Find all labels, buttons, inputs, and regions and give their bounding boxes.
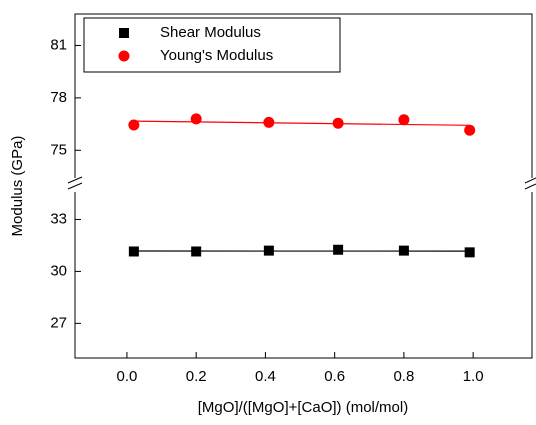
data-point (264, 246, 274, 256)
legend-marker (119, 28, 129, 38)
x-tick-label: 1.0 (463, 368, 484, 385)
data-point (333, 118, 344, 129)
y-tick-label: 33 (50, 210, 67, 227)
data-point (398, 114, 409, 125)
y-axis-label: Modulus (GPa) (9, 136, 26, 237)
x-tick-label: 0.6 (324, 368, 345, 385)
data-point (191, 246, 201, 256)
y-tick-label: 78 (50, 89, 67, 106)
data-point (333, 245, 343, 255)
data-point (465, 247, 475, 257)
y-tick-label: 30 (50, 262, 67, 279)
data-point (128, 119, 139, 130)
data-point (129, 246, 139, 256)
legend-label: Shear Modulus (160, 24, 261, 41)
fit-line (134, 121, 470, 125)
legend-label: Young's Modulus (160, 47, 273, 64)
x-axis-label: [MgO]/([MgO]+[CaO]) (mol/mol) (198, 399, 408, 416)
y-tick-label: 75 (50, 141, 67, 158)
data-point (464, 125, 475, 136)
legend-marker (119, 51, 130, 62)
x-tick-label: 0.0 (117, 368, 138, 385)
data-point (191, 113, 202, 124)
x-tick-label: 0.4 (255, 368, 276, 385)
data-point (263, 117, 274, 128)
y-tick-label: 27 (50, 314, 67, 331)
x-tick-label: 0.8 (393, 368, 414, 385)
data-point (399, 246, 409, 256)
y-tick-label: 81 (50, 36, 67, 53)
x-tick-label: 0.2 (186, 368, 207, 385)
axis-break-gap (69, 178, 536, 192)
